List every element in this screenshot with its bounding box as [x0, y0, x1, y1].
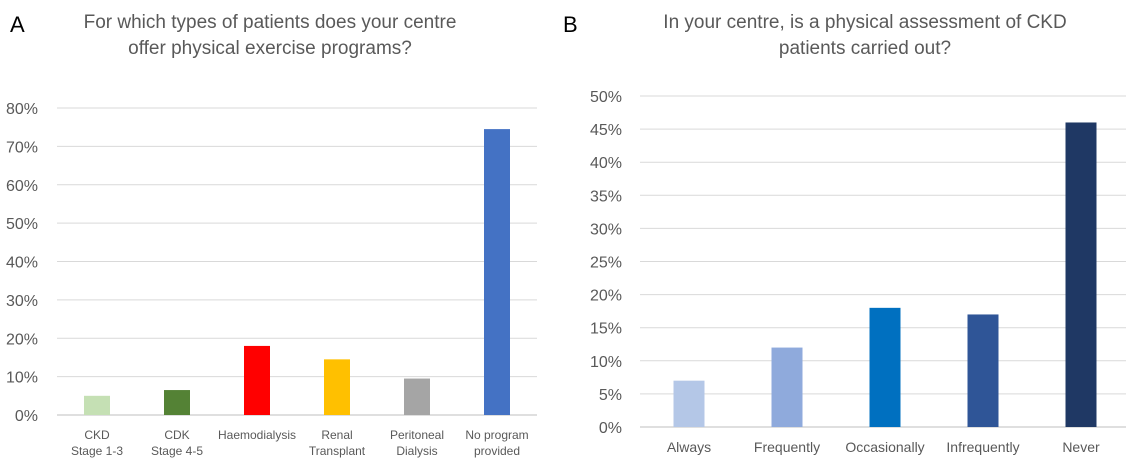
chart-a-category-label: Peritoneal	[390, 428, 444, 442]
chart-b-y-tick-label: 10%	[590, 354, 622, 371]
chart-a-category-label: No program	[465, 428, 528, 442]
panel-b-title-line2: patients carried out?	[778, 38, 952, 59]
chart-a-category-label: Transplant	[309, 444, 366, 458]
chart-a-category-label: Haemodialysis	[218, 428, 296, 442]
chart-a-y-tick-label: 80%	[6, 101, 38, 118]
chart-a-bar	[404, 378, 430, 415]
chart-a-bar	[484, 129, 510, 415]
chart-a-category-label: CDK	[164, 428, 189, 442]
chart-b-bar	[869, 307, 901, 427]
chart-a-category-label: Dialysis	[396, 444, 437, 458]
panel-b-letter: B	[563, 12, 578, 37]
chart-b-y-tick-label: 30%	[590, 221, 622, 238]
chart-b-category-label: Frequently	[754, 439, 820, 455]
chart-b-y-tick-label: 0%	[599, 420, 622, 437]
chart-b-category-label: Never	[1062, 439, 1100, 455]
chart-b-bar	[673, 380, 705, 427]
chart-a-y-tick-label: 50%	[6, 216, 38, 233]
chart-a-category-label: CKD	[84, 428, 110, 442]
chart-a-bar	[244, 345, 270, 415]
chart-b-category-label: Occasionally	[845, 439, 924, 455]
chart-b-bar	[771, 347, 803, 427]
chart-b-y-tick-label: 15%	[590, 321, 622, 338]
chart-b-y-tick-label: 50%	[590, 89, 622, 106]
chart-a-y-tick-label: 60%	[6, 178, 38, 195]
chart-a-category-label: Stage 1-3	[71, 444, 123, 458]
chart-b-y-tick-label: 25%	[590, 255, 622, 272]
chart-a-y-tick-label: 0%	[15, 408, 38, 425]
chart-a-bar	[324, 359, 350, 415]
chart-b-y-tick-label: 40%	[590, 155, 622, 172]
chart-b-category-label: Infrequently	[946, 439, 1019, 455]
panel-a-title-line2: offer physical exercise programs?	[128, 38, 412, 59]
chart-a-bar	[164, 390, 190, 415]
chart-a-y-tick-label: 70%	[6, 139, 38, 156]
chart-b-bar	[1065, 122, 1097, 427]
chart-a-category-label: provided	[474, 444, 520, 458]
chart-b-y-tick-label: 35%	[590, 188, 622, 205]
chart-b-y-tick-label: 20%	[590, 288, 622, 305]
panel-a-letter: A	[10, 12, 25, 37]
panel-a-title: For which types of patients does your ce…	[30, 10, 510, 62]
chart-a-y-tick-label: 10%	[6, 370, 38, 387]
chart-a-y-tick-label: 40%	[6, 255, 38, 272]
chart-a-y-tick-label: 30%	[6, 293, 38, 310]
chart-a-bar	[84, 395, 110, 415]
panel-a-title-line1: For which types of patients does your ce…	[83, 12, 457, 33]
chart-b-y-tick-label: 5%	[599, 387, 622, 404]
chart-a-category-label: Renal	[321, 428, 352, 442]
chart-b-bar	[967, 314, 999, 427]
chart-a-y-tick-label: 20%	[6, 331, 38, 348]
chart-a-category-label: Stage 4-5	[151, 444, 203, 458]
chart-b-category-label: Always	[667, 439, 711, 455]
panel-b-title: In your centre, is a physical assessment…	[600, 10, 1126, 62]
panel-b-title-line1: In your centre, is a physical assessment…	[663, 12, 1067, 33]
chart-b-y-tick-label: 45%	[590, 122, 622, 139]
